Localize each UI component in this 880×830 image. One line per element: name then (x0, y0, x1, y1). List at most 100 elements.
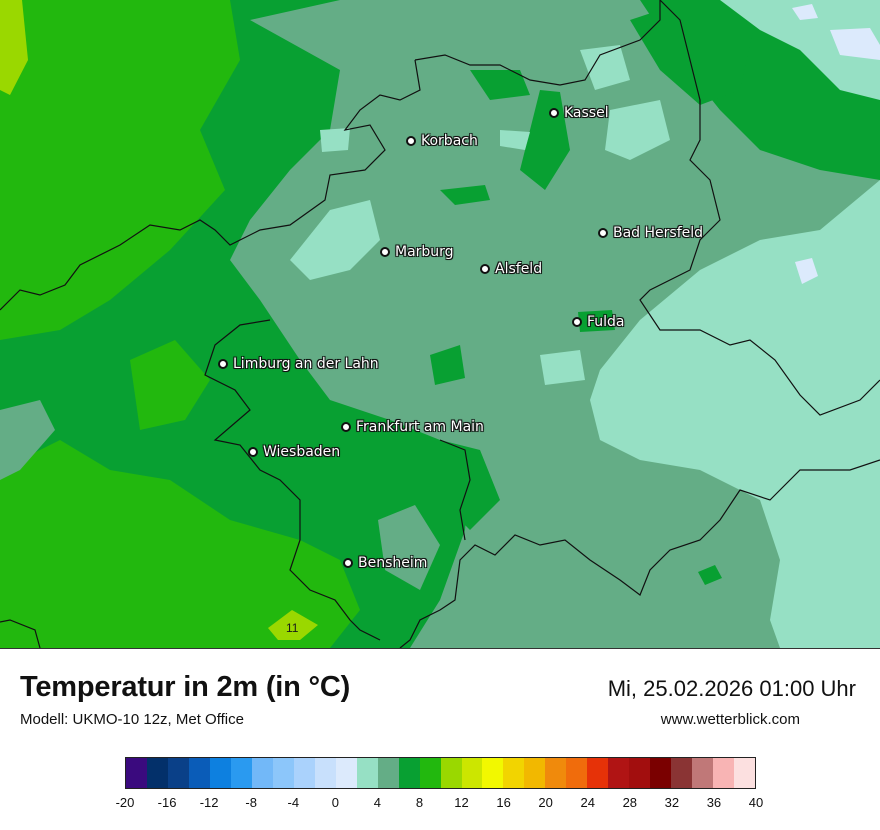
city-fulda[interactable]: Fulda (572, 314, 625, 330)
city-frankfurt[interactable]: Frankfurt am Main (341, 419, 484, 435)
zone-east-mint (590, 180, 880, 648)
city-wiesbaden[interactable]: Wiesbaden (248, 444, 340, 460)
map-footer: Temperatur in 2m (in °C) Modell: UKMO-10… (0, 649, 880, 830)
border-north (414, 0, 661, 86)
legend-swatch (503, 758, 525, 788)
zone-green-island-3 (630, 0, 760, 105)
city-marker-icon (218, 359, 228, 369)
border-east (639, 0, 880, 416)
zone-mint-marburg (290, 200, 380, 280)
legend-swatch (293, 758, 315, 788)
city-label: Marburg (395, 244, 454, 260)
zone-green-island-5 (430, 345, 465, 385)
zone-central-cool (230, 0, 880, 648)
legend-swatch (671, 758, 693, 788)
zone-west-warm (0, 0, 240, 340)
city-bad-hersfeld[interactable]: Bad Hersfeld (598, 225, 703, 241)
legend-swatch (251, 758, 273, 788)
city-label: Wiesbaden (263, 444, 341, 460)
city-label: Limburg an der Lahn (233, 356, 379, 372)
legend-tick-label: 40 (748, 795, 764, 810)
zone-cold-2 (792, 4, 818, 20)
city-label: Bad Hersfeld (613, 225, 704, 241)
legend-swatch (209, 758, 231, 788)
legend-tick-label: -16 (157, 795, 177, 810)
legend-swatch (587, 758, 609, 788)
color-scale-legend (125, 757, 756, 789)
zone-green-island-1 (470, 70, 530, 100)
legend-swatch (377, 758, 399, 788)
zone-southwest-warm (0, 440, 360, 648)
legend-swatch (440, 758, 462, 788)
legend-tick-label: 16 (496, 795, 511, 810)
legend-swatch (461, 758, 483, 788)
zone-cold-3 (795, 258, 818, 284)
city-marburg[interactable]: Marburg (380, 244, 454, 260)
city-marker-icon (248, 447, 258, 457)
legend-tick-label: -20 (115, 795, 135, 810)
legend-swatch (146, 758, 168, 788)
legend-swatch (692, 758, 714, 788)
legend-swatch (545, 758, 567, 788)
model-label: Modell: UKMO-10 12z, Met Office (20, 711, 244, 728)
legend-tick-label: 20 (538, 795, 553, 810)
city-marker-icon (598, 228, 608, 238)
legend-swatch (629, 758, 651, 788)
legend-swatch (482, 758, 504, 788)
legend-tick-label: -12 (199, 795, 219, 810)
temperature-field (0, 0, 880, 648)
legend-tick-label: 24 (580, 795, 595, 810)
city-label: Kassel (564, 105, 609, 121)
legend-tick-label: -8 (245, 795, 257, 810)
city-alsfeld[interactable]: Alsfeld (480, 261, 542, 277)
city-label: Frankfurt am Main (356, 419, 484, 435)
legend-swatch (524, 758, 546, 788)
legend-tick-label: 0 (331, 795, 339, 810)
legend-swatch (398, 758, 420, 788)
city-bensheim[interactable]: Bensheim (343, 555, 427, 571)
city-marker-icon (343, 558, 353, 568)
legend-swatch (167, 758, 189, 788)
city-limburg[interactable]: Limburg an der Lahn (218, 356, 379, 372)
zone-green-island-fulda (578, 310, 615, 332)
city-marker-icon (406, 136, 416, 146)
legend-swatch (734, 758, 756, 788)
zone-mint-3 (540, 350, 585, 385)
legend-tick-label: -4 (287, 795, 300, 810)
city-marker-icon (480, 264, 490, 274)
legend-swatch (566, 758, 588, 788)
legend-swatch (650, 758, 672, 788)
city-marker-icon (549, 108, 559, 118)
zone-mint-5 (320, 128, 350, 152)
zone-green-island-4 (440, 185, 490, 205)
legend-swatch (272, 758, 294, 788)
color-scale-ticks: -20 -16 -12 -8 -4 0 4 8 12 16 20 24 28 32 36 40 (116, 795, 764, 811)
city-kassel[interactable]: Kassel (549, 105, 609, 121)
zone-cold-1 (830, 28, 880, 60)
legend-tick-label: 32 (664, 795, 680, 810)
zone-peak (268, 610, 318, 640)
border-inner (439, 439, 471, 541)
legend-swatch (419, 758, 441, 788)
legend-swatch (230, 758, 252, 788)
border-southwest (204, 319, 381, 641)
city-marker-icon (380, 247, 390, 257)
zone-west-cool-patch (0, 400, 55, 480)
website-link[interactable]: www.wetterblick.com (660, 711, 800, 728)
zone-mint-1 (580, 45, 630, 90)
zone-green-island-6 (440, 440, 500, 530)
zone-warm-patch (130, 340, 210, 430)
forecast-datetime: Mi, 25.02.2026 01:00 Uhr (607, 676, 856, 701)
temperature-map[interactable]: Kassel Korbach Bad Hersfeld Marburg Alsf… (0, 0, 880, 649)
legend-swatch (713, 758, 735, 788)
city-korbach[interactable]: Korbach (406, 133, 478, 149)
zone-mint-4 (500, 130, 530, 150)
legend-tick-label: 4 (373, 795, 382, 810)
border-southwest-corner (0, 619, 41, 648)
zone-south-cool-patch (378, 505, 440, 590)
city-marker-icon (341, 422, 351, 432)
legend-tick-label: 36 (706, 795, 722, 810)
border-northwest (0, 59, 421, 311)
zone-green-island-7 (698, 565, 722, 585)
city-label: Alsfeld (495, 261, 543, 277)
